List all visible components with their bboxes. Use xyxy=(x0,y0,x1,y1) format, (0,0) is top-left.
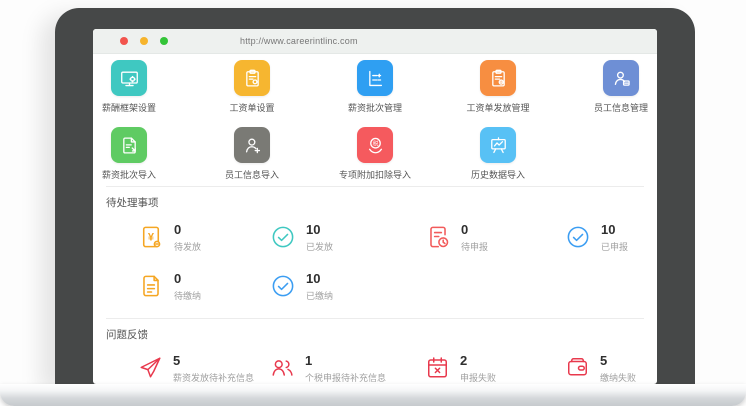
app-label: 员工信息导入 xyxy=(224,170,279,180)
app-label: 薪酬框架设置 xyxy=(101,103,156,113)
check-circle-icon xyxy=(270,224,296,250)
calendar-x-icon xyxy=(425,355,450,380)
stat-pending-declaration[interactable]: 0 待申报 xyxy=(425,223,565,253)
stat-label: 已缴纳 xyxy=(306,291,334,301)
stat-value: 5 xyxy=(600,353,608,368)
pending-section-title: 待处理事项 xyxy=(106,197,159,209)
wallet-icon xyxy=(565,355,590,380)
app-label: 历史数据导入 xyxy=(470,170,525,180)
stat-payroll-info-needed[interactable]: 5 薪资发放待补充信息 xyxy=(138,354,270,384)
document-clock-icon xyxy=(425,224,451,250)
tax-deduction-icon: 税 xyxy=(357,127,393,163)
app-history-data-import[interactable]: 历史数据导入 xyxy=(462,127,534,181)
app-payslip-distribution-management[interactable]: 工资单发放管理 xyxy=(462,60,534,114)
laptop-frame: http://www.careerintlinc.com 薪酬框架设置 xyxy=(55,8,695,386)
app-grid-row-1: 薪酬框架设置 工资单设置 xyxy=(93,60,657,114)
pending-stats-row-2: 0 待缴纳 10 已缴纳 xyxy=(138,272,657,302)
stat-value: 0 xyxy=(174,271,182,286)
feedback-section-title: 问题反馈 xyxy=(106,329,148,341)
stat-label: 申报失败 xyxy=(460,373,497,383)
clipboard-send-icon xyxy=(480,60,516,96)
dashboard: 薪酬框架设置 工资单设置 xyxy=(93,54,657,384)
app-employee-info-import[interactable]: 员工信息导入 xyxy=(216,127,288,181)
stat-declared[interactable]: 10 已申报 xyxy=(565,223,657,253)
stat-value: 5 xyxy=(173,353,181,368)
stat-pending-payment[interactable]: 0 待缴纳 xyxy=(138,272,270,302)
document-icon xyxy=(138,273,164,299)
stat-value: 1 xyxy=(305,353,313,368)
stat-pending-distribution[interactable]: ¥ 0 待发放 xyxy=(138,223,270,253)
employee-card-icon xyxy=(603,60,639,96)
document-import-icon xyxy=(111,127,147,163)
app-label: 专项附加扣除导入 xyxy=(339,170,412,180)
stat-label: 已申报 xyxy=(601,242,629,252)
stat-paid[interactable]: 10 已缴纳 xyxy=(270,272,425,302)
stat-tax-info-needed[interactable]: 1 个税申报待补充信息 xyxy=(270,354,425,384)
stat-label: 待发放 xyxy=(174,242,202,252)
stat-value: 10 xyxy=(306,222,321,237)
monitor-gear-icon xyxy=(111,60,147,96)
stat-value: 0 xyxy=(174,222,182,237)
stat-label: 待申报 xyxy=(461,242,489,252)
stat-distributed[interactable]: 10 已发放 xyxy=(270,223,425,253)
stat-declaration-failed[interactable]: 2 申报失败 xyxy=(425,354,565,384)
laptop-base xyxy=(0,384,746,406)
app-label: 薪资批次管理 xyxy=(347,103,402,113)
stat-value: 10 xyxy=(306,271,321,286)
clipboard-gear-icon xyxy=(234,60,270,96)
app-label: 工资单设置 xyxy=(229,103,275,113)
stat-label: 个税申报待补充信息 xyxy=(305,373,387,383)
stat-value: 2 xyxy=(460,353,468,368)
stat-value: 0 xyxy=(461,222,469,237)
stat-label: 薪资发放待补充信息 xyxy=(173,373,255,383)
address-bar[interactable]: http://www.careerintlinc.com xyxy=(240,36,358,46)
app-employee-info-management[interactable]: 员工信息管理 xyxy=(585,60,657,114)
app-grid-row-2: 薪资批次导入 员工信息导入 xyxy=(93,127,657,181)
section-divider xyxy=(106,318,644,319)
app-label: 员工信息管理 xyxy=(593,103,648,113)
app-payroll-batch-import[interactable]: 薪资批次导入 xyxy=(93,127,165,181)
app-label: 工资单发放管理 xyxy=(466,103,530,113)
check-circle-icon xyxy=(565,224,591,250)
window-close-icon xyxy=(120,37,128,45)
history-chart-icon xyxy=(480,127,516,163)
paper-plane-icon xyxy=(138,355,163,380)
app-salary-framework-settings[interactable]: 薪酬框架设置 xyxy=(93,60,165,114)
browser-window: http://www.careerintlinc.com 薪酬框架设置 xyxy=(93,29,657,384)
stat-value: 10 xyxy=(601,222,616,237)
app-label: 薪资批次导入 xyxy=(101,170,156,180)
stat-label: 已发放 xyxy=(306,242,334,252)
svg-text:¥: ¥ xyxy=(148,231,155,243)
app-payslip-settings[interactable]: 工资单设置 xyxy=(216,60,288,114)
stat-label: 待缴纳 xyxy=(174,291,202,301)
window-maximize-icon xyxy=(160,37,168,45)
svg-text:税: 税 xyxy=(372,139,378,147)
pending-stats-row-1: ¥ 0 待发放 xyxy=(138,223,657,253)
users-icon xyxy=(270,355,295,380)
yen-document-icon: ¥ xyxy=(138,224,164,250)
check-circle-icon xyxy=(270,273,296,299)
batch-list-icon xyxy=(357,60,393,96)
section-divider xyxy=(106,186,644,187)
app-special-deduction-import[interactable]: 税 专项附加扣除导入 xyxy=(339,127,411,181)
app-payroll-batch-management[interactable]: 薪资批次管理 xyxy=(339,60,411,114)
window-minimize-icon xyxy=(140,37,148,45)
stat-label: 缴纳失败 xyxy=(600,373,637,383)
feedback-stats-row: 5 薪资发放待补充信息 1 个税申报待补充信息 xyxy=(138,354,657,384)
browser-toolbar: http://www.careerintlinc.com xyxy=(93,29,657,54)
stat-payment-failed[interactable]: 5 缴纳失败 xyxy=(565,354,657,384)
person-add-icon xyxy=(234,127,270,163)
